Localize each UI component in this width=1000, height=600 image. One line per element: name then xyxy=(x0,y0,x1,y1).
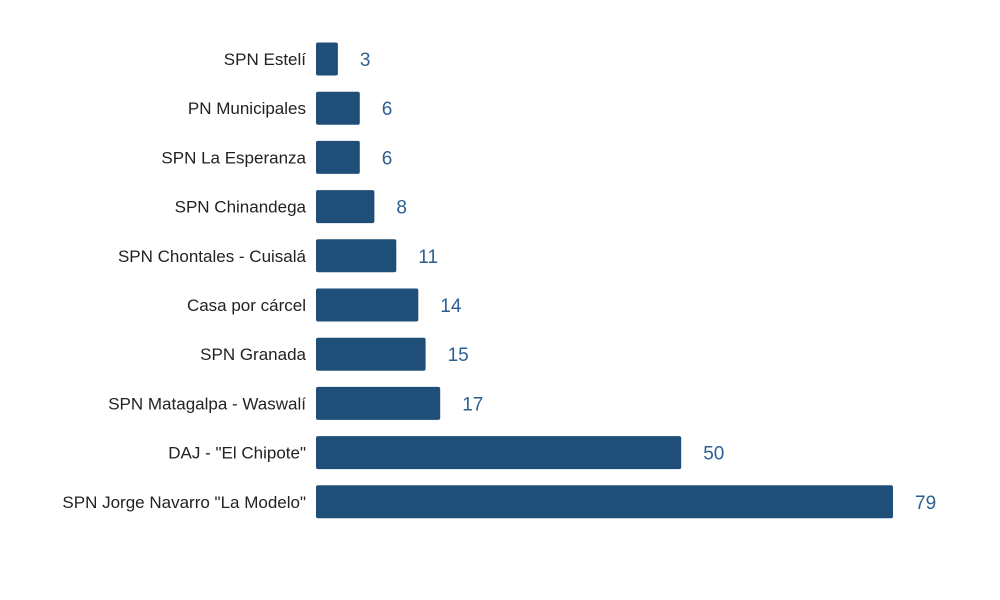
category-label: SPN Jorge Navarro "La Modelo" xyxy=(62,493,306,512)
category-label: SPN Granada xyxy=(200,345,306,364)
value-label: 11 xyxy=(418,247,438,268)
category-label: PN Municipales xyxy=(188,99,306,118)
category-label: DAJ - "El Chipote" xyxy=(168,444,306,463)
bar xyxy=(316,239,397,273)
value-label: 8 xyxy=(396,198,407,219)
value-label: 50 xyxy=(703,444,724,465)
category-label: SPN Estelí xyxy=(224,50,306,69)
category-label: SPN La Esperanza xyxy=(161,148,306,167)
bar xyxy=(316,386,441,420)
bar xyxy=(316,288,419,322)
value-label: 6 xyxy=(382,99,393,120)
bar xyxy=(316,190,375,224)
bar xyxy=(316,140,360,174)
value-label: 3 xyxy=(360,50,371,71)
bar xyxy=(316,337,426,371)
bar xyxy=(316,485,893,519)
value-labels: 3 6 6 8 11 14 15 17 50 79 xyxy=(360,50,936,514)
category-labels: SPN Estelí PN Municipales SPN La Esperanza… xyxy=(62,50,306,512)
value-label: 14 xyxy=(440,296,462,317)
category-label: SPN Matagalpa - Waswalí xyxy=(108,394,306,413)
value-label: 79 xyxy=(915,493,936,514)
bar xyxy=(316,436,682,470)
bar xyxy=(316,42,338,76)
bars-layer xyxy=(316,42,893,519)
category-label: Casa por cárcel xyxy=(187,296,306,315)
category-label: SPN Chontales - Cuisalá xyxy=(118,247,307,266)
bar xyxy=(316,91,360,125)
value-label: 6 xyxy=(382,148,393,169)
value-label: 17 xyxy=(462,394,483,415)
value-label: 15 xyxy=(448,345,469,366)
category-label: SPN Chinandega xyxy=(175,198,307,217)
